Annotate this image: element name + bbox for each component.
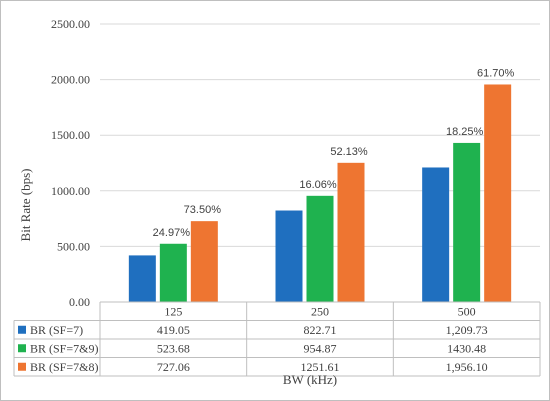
y-axis-label: Bit Rate (bps) xyxy=(18,169,33,242)
bar-annotations: 24.97% 16.06% 18.25% 73.50% 52.13% 61.70% xyxy=(153,67,515,238)
table-cell-value: 1251.61 xyxy=(301,360,340,374)
legend-swatch xyxy=(18,344,26,353)
table-cell-value: 419.05 xyxy=(157,323,190,337)
table-cell-value: 1430.48 xyxy=(447,342,486,356)
legend-swatch xyxy=(18,362,26,371)
legend-swatch xyxy=(18,325,26,334)
y-tick-label: 1000.00 xyxy=(51,184,90,198)
bar-annotation: 73.50% xyxy=(184,204,222,216)
y-tick-label: 1500.00 xyxy=(51,128,90,142)
x-category-label: 250 xyxy=(311,305,329,319)
bar xyxy=(159,243,187,302)
bar-annotation: 18.25% xyxy=(446,126,484,138)
bar-annotation: 24.97% xyxy=(153,227,191,239)
table-cell-value: 1,956.10 xyxy=(446,360,488,374)
bar xyxy=(422,167,450,302)
bars xyxy=(128,84,512,302)
x-axis-label: BW (kHz) xyxy=(283,372,337,387)
bar xyxy=(337,162,365,302)
bar xyxy=(190,221,218,302)
bar xyxy=(128,255,156,302)
bar-annotation: 16.06% xyxy=(299,179,337,191)
bar xyxy=(306,195,334,302)
table-cell-value: 822.71 xyxy=(304,323,337,337)
bar xyxy=(275,210,303,302)
table-cell-value: 727.06 xyxy=(157,360,190,374)
legend-entry: BR (SF=7&9) xyxy=(30,342,98,356)
y-tick-label: 500.00 xyxy=(57,239,90,253)
table-cell-value: 523.68 xyxy=(157,342,190,356)
bar-annotation: 52.13% xyxy=(330,146,368,158)
bar xyxy=(453,142,481,302)
y-tick-label: 2000.00 xyxy=(51,73,90,87)
bar xyxy=(484,84,512,302)
legend-entry: BR (SF=7&8) xyxy=(30,360,98,374)
table-cell-value: 1,209.73 xyxy=(446,323,488,337)
y-tick-label: 0.00 xyxy=(69,295,90,309)
legend-entry: BR (SF=7) xyxy=(30,323,83,337)
data-table: 125 250 500 BR (SF=7) 419.05 822.71 1,209.73 BR… xyxy=(13,301,541,377)
y-tick-label: 2500.00 xyxy=(51,17,90,31)
bar-annotation: 61.70% xyxy=(477,67,515,79)
x-category-label: 500 xyxy=(458,305,476,319)
x-category-label: 125 xyxy=(164,305,182,319)
y-tick-labels: 0.00 500.00 1000.00 1500.00 2000.00 2500.00 xyxy=(51,17,90,309)
table-cell-value: 954.87 xyxy=(304,342,337,356)
